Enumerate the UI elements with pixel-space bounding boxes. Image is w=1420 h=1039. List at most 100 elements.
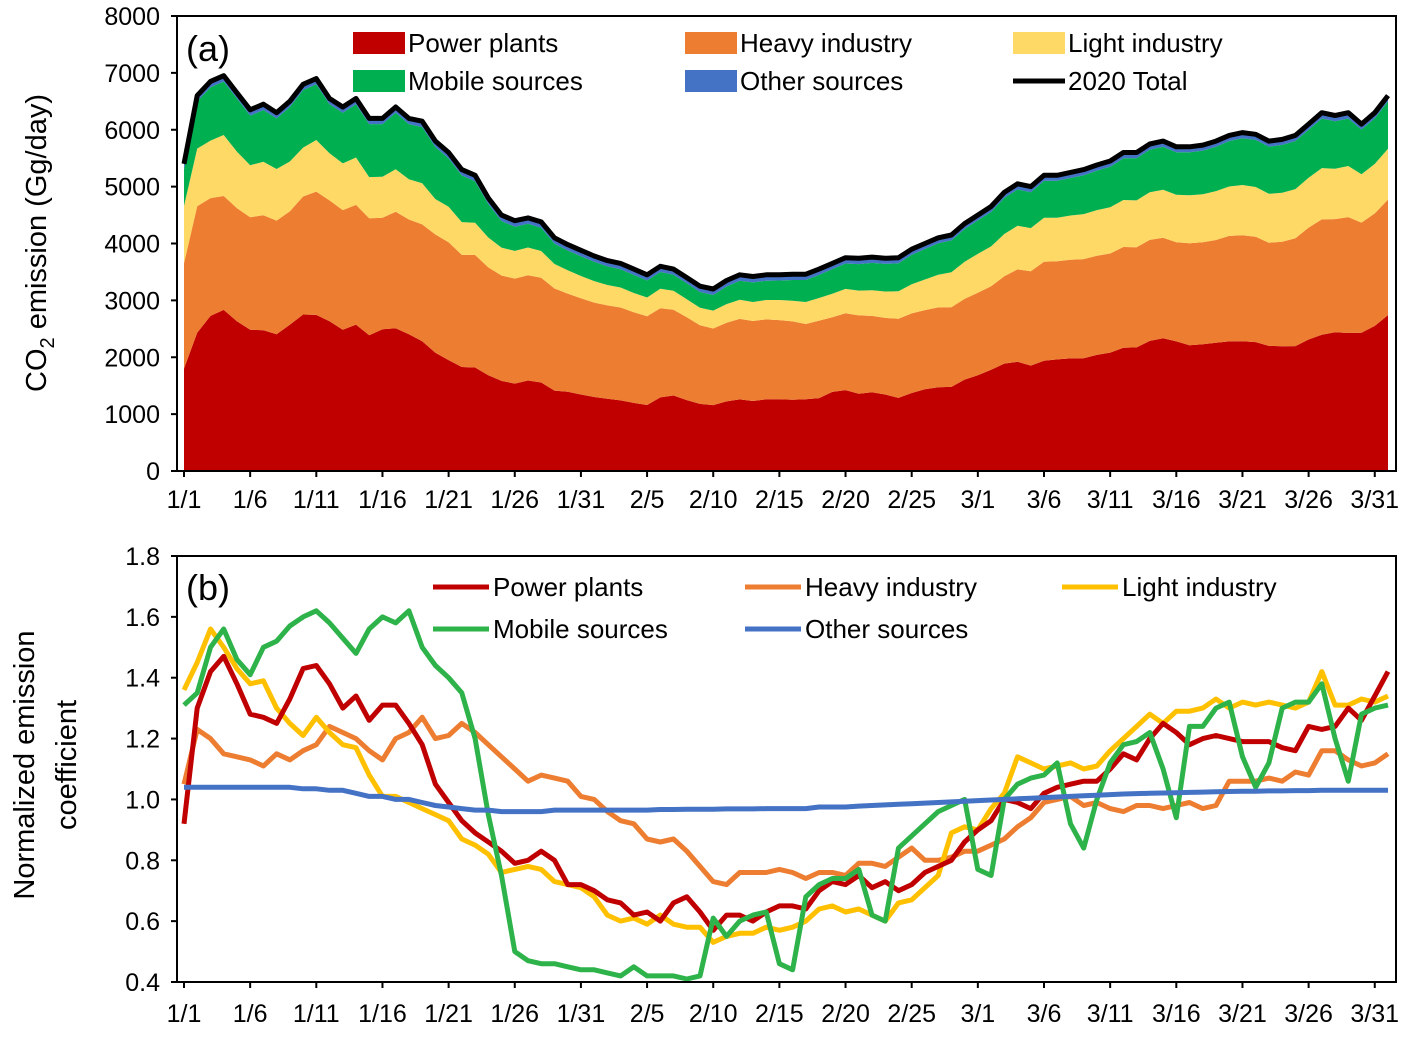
panel-a-y-ticks: 0 1000 2000 3000 4000 5000 6000 7000 8000 xyxy=(104,3,177,486)
x-tick-label: 1/16 xyxy=(358,1000,407,1028)
y-tick-label: 2000 xyxy=(104,344,160,372)
x-tick-label: 1/21 xyxy=(424,1000,473,1028)
legend-swatch xyxy=(353,32,405,54)
legend-label: Light industry xyxy=(1122,572,1277,602)
legend-label: Mobile sources xyxy=(493,614,668,644)
panel-b-x-ticks: 1/1 1/6 1/11 1/16 1/21 1/26 1/31 2/5 2/10 2/15 2/2… xyxy=(167,982,1399,1028)
y-tick-label: 0 xyxy=(146,458,160,486)
x-tick-label: 3/16 xyxy=(1152,486,1201,514)
panel-b-y-axis-title-line2: coefficient xyxy=(51,700,83,830)
y-tick-label: 1000 xyxy=(104,401,160,429)
y-tick-label: 6000 xyxy=(104,117,160,145)
panel-b-y-ticks: 0.4 0.6 0.8 1.0 1.2 1.4 1.6 1.8 xyxy=(125,543,177,997)
x-tick-label: 2/5 xyxy=(630,486,665,514)
x-tick-label: 1/6 xyxy=(233,486,268,514)
legend-label: Light industry xyxy=(1068,28,1223,58)
line-light-industry xyxy=(181,626,1390,945)
area-power-plants xyxy=(184,309,1388,471)
y-tick-label: 8000 xyxy=(104,3,160,31)
x-tick-label: 2/10 xyxy=(689,1000,738,1028)
x-tick-label: 3/26 xyxy=(1284,486,1333,514)
x-tick-label: 3/16 xyxy=(1152,1000,1201,1028)
line-heavy-industry xyxy=(181,714,1390,888)
y-tick-label: 1.4 xyxy=(125,665,160,693)
x-tick-label: 3/6 xyxy=(1027,486,1062,514)
x-tick-label: 1/11 xyxy=(293,1000,340,1028)
legend-item-mobile-sources: Mobile sources xyxy=(433,614,668,644)
panel-a-stacked-areas xyxy=(181,73,1390,471)
legend-swatch xyxy=(353,70,405,92)
y-tick-label: 7000 xyxy=(104,60,160,88)
x-tick-label: 2/15 xyxy=(755,1000,804,1028)
y-tick-label: 5000 xyxy=(104,174,160,202)
legend-label: 2020 Total xyxy=(1068,66,1188,96)
panel-a-label: (a) xyxy=(186,28,230,69)
legend-label: Power plants xyxy=(408,28,558,58)
legend-swatch xyxy=(1013,32,1065,54)
x-tick-label: 1/31 xyxy=(557,1000,606,1028)
legend-label: Heavy industry xyxy=(740,28,912,58)
legend-item-heavy-industry: Heavy industry xyxy=(745,572,977,602)
x-tick-label: 1/31 xyxy=(557,486,606,514)
legend-label: Heavy industry xyxy=(805,572,977,602)
x-tick-label: 1/11 xyxy=(293,486,340,514)
x-tick-label: 1/1 xyxy=(167,1000,202,1028)
legend-item-light-industry: Light industry xyxy=(1062,572,1277,602)
y-tick-label: 1.8 xyxy=(125,543,160,571)
panel-b-label: (b) xyxy=(186,567,230,608)
area-light-industry xyxy=(184,135,1388,329)
legend-item-other-sources: Other sources xyxy=(685,66,903,96)
x-tick-label: 2/20 xyxy=(821,486,870,514)
y-tick-label: 0.6 xyxy=(125,908,160,936)
y-tick-label: 1.2 xyxy=(125,726,160,754)
panel-a-x-ticks: 1/1 1/6 1/11 1/16 1/21 1/26 1/31 2/5 2/10 2/15 2/2… xyxy=(167,471,1399,514)
legend-label: Other sources xyxy=(805,614,968,644)
panel-b-legend: Power plants Heavy industry Light industry… xyxy=(433,572,1277,644)
legend-item-power-plants: Power plants xyxy=(433,572,643,602)
legend-label: Power plants xyxy=(493,572,643,602)
legend-label: Other sources xyxy=(740,66,903,96)
x-tick-label: 3/11 xyxy=(1087,486,1134,514)
legend-item-2020-total: 2020 Total xyxy=(1013,66,1188,96)
y-tick-label: 3000 xyxy=(104,287,160,315)
y-tick-label: 0.8 xyxy=(125,847,160,875)
panel-b-y-axis-title-line1: Normalized emission xyxy=(9,630,41,899)
legend-item-power-plants: Power plants xyxy=(353,28,558,58)
x-tick-label: 2/25 xyxy=(887,486,936,514)
line-other-sources xyxy=(184,784,1388,815)
legend-swatch xyxy=(685,32,737,54)
y-tick-label: 1.6 xyxy=(125,604,160,632)
line-2020-total xyxy=(181,73,1390,292)
x-tick-label: 3/21 xyxy=(1218,486,1267,514)
x-tick-label: 3/31 xyxy=(1350,486,1399,514)
x-tick-label: 1/16 xyxy=(358,486,407,514)
x-tick-label: 2/15 xyxy=(755,486,804,514)
x-tick-label: 3/6 xyxy=(1027,1000,1062,1028)
x-tick-label: 3/21 xyxy=(1218,1000,1267,1028)
panel-b-series-lines xyxy=(181,608,1391,982)
x-tick-label: 1/21 xyxy=(424,486,473,514)
panel-a-emission-area-chart: 0 1000 2000 3000 4000 5000 6000 7000 8000 1/1 1/6… xyxy=(21,3,1399,514)
y-tick-label: 1.0 xyxy=(125,786,160,814)
x-tick-label: 2/10 xyxy=(689,486,738,514)
y-tick-label: 4000 xyxy=(104,231,160,259)
x-tick-label: 1/26 xyxy=(490,486,539,514)
panel-b-plot-frame xyxy=(176,555,1397,983)
x-tick-label: 1/6 xyxy=(233,1000,268,1028)
legend-label: Mobile sources xyxy=(408,66,583,96)
legend-item-light-industry: Light industry xyxy=(1013,28,1223,58)
panel-b-normalized-coefficient-line-chart: 0.4 0.6 0.8 1.0 1.2 1.4 1.6 1.8 1/1 1/6 1/11 1/16 1… xyxy=(9,543,1399,1028)
legend-swatch xyxy=(685,70,737,92)
panel-a-y-axis-title: CO2 emission (Gg/day) xyxy=(21,94,59,392)
x-tick-label: 3/26 xyxy=(1284,1000,1333,1028)
x-tick-label: 1/1 xyxy=(167,486,202,514)
x-tick-label: 3/11 xyxy=(1087,1000,1134,1028)
x-tick-label: 2/20 xyxy=(821,1000,870,1028)
area-heavy-industry xyxy=(184,191,1388,406)
x-tick-label: 3/1 xyxy=(960,486,995,514)
x-tick-label: 3/31 xyxy=(1350,1000,1399,1028)
x-tick-label: 2/5 xyxy=(630,1000,665,1028)
legend-item-other-sources: Other sources xyxy=(745,614,968,644)
y-tick-label: 0.4 xyxy=(125,969,160,997)
